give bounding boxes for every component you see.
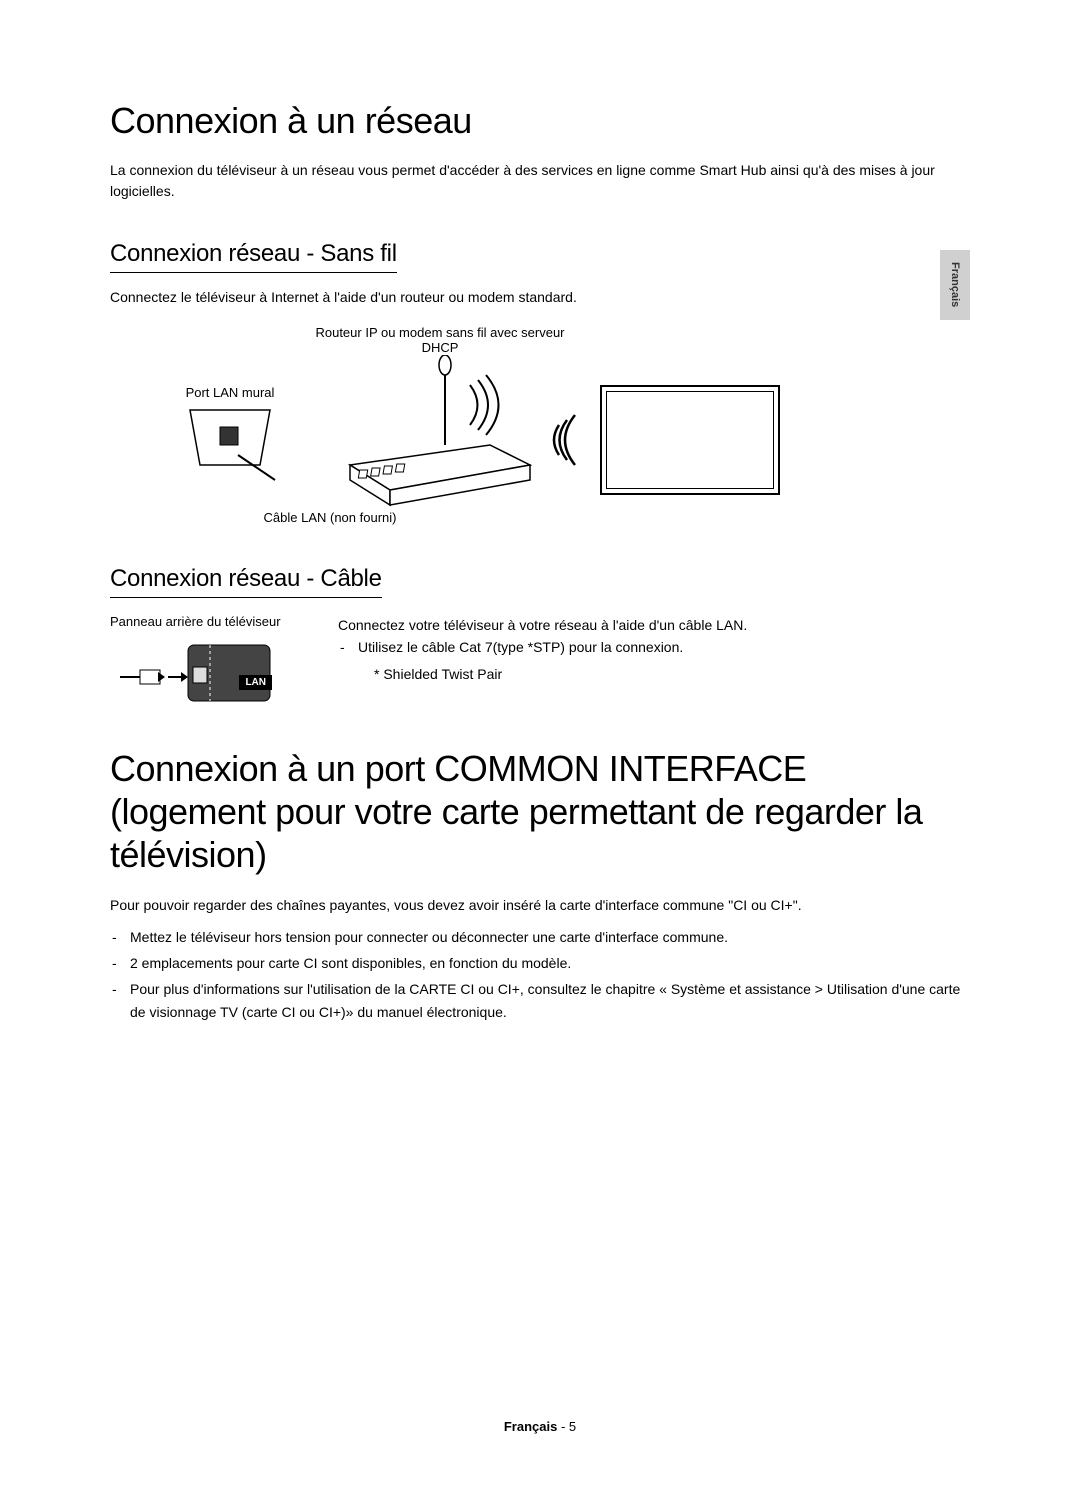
page-title-1: Connexion à un réseau bbox=[110, 100, 970, 142]
cable-bullet: Utilisez le câble Cat 7(type *STP) pour … bbox=[358, 636, 970, 658]
page-footer: Français - 5 bbox=[0, 1419, 1080, 1434]
router-label: Routeur IP ou modem sans fil avec serveu… bbox=[310, 325, 570, 355]
ci-bullet-1: Mettez le téléviseur hors tension pour c… bbox=[130, 926, 970, 948]
panel-caption: Panneau arrière du téléviseur bbox=[110, 614, 310, 629]
language-tab: Français bbox=[940, 250, 970, 320]
router-icon bbox=[330, 355, 550, 515]
wireless-diagram: Routeur IP ou modem sans fil avec serveu… bbox=[110, 325, 970, 535]
wifi-signal-icon bbox=[540, 405, 590, 475]
section-heading-cable: Connexion réseau - Câble bbox=[110, 565, 382, 598]
wireless-intro: Connectez le téléviseur à Internet à l'a… bbox=[110, 289, 970, 305]
tv-icon bbox=[600, 385, 780, 495]
ci-bullet-3: Pour plus d'informations sur l'utilisati… bbox=[130, 978, 970, 1023]
footer-page-number: 5 bbox=[569, 1419, 576, 1434]
cable-intro: Connectez votre téléviseur à votre résea… bbox=[338, 614, 970, 636]
intro-text-1: La connexion du téléviseur à un réseau v… bbox=[110, 160, 970, 202]
footer-language: Français bbox=[504, 1419, 557, 1434]
footer-separator: - bbox=[561, 1419, 569, 1434]
wall-port-icon bbox=[180, 405, 280, 485]
ci-bullet-2: 2 emplacements pour carte CI sont dispon… bbox=[130, 952, 970, 974]
intro-text-2: Pour pouvoir regarder des chaînes payant… bbox=[110, 895, 970, 916]
ci-bullets: Mettez le téléviseur hors tension pour c… bbox=[110, 926, 970, 1024]
lan-panel-diagram: LAN bbox=[110, 637, 290, 707]
lan-port-label: LAN bbox=[239, 675, 272, 690]
cable-label: Câble LAN (non fourni) bbox=[240, 510, 420, 525]
port-label: Port LAN mural bbox=[170, 385, 290, 400]
page-title-2: Connexion à un port COMMON INTERFACE (lo… bbox=[110, 747, 970, 877]
section-heading-wireless: Connexion réseau - Sans fil bbox=[110, 240, 397, 273]
cable-note: * Shielded Twist Pair bbox=[338, 663, 970, 685]
language-tab-label: Français bbox=[949, 262, 961, 307]
